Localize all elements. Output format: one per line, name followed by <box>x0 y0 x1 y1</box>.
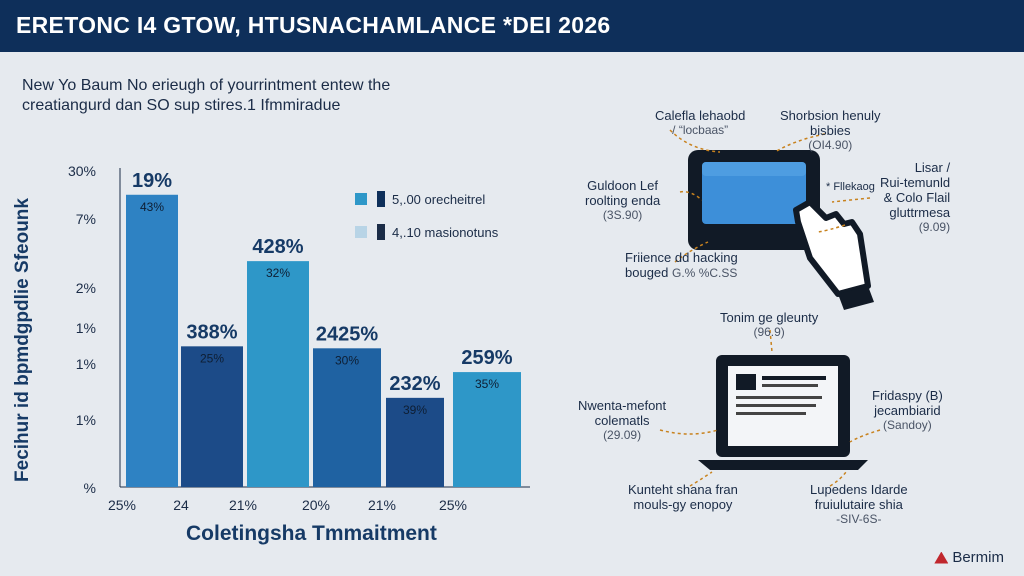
annotation-laptop-right: Fridaspy (B) jecambiarid (Sandoy) <box>872 388 943 433</box>
legend-label: 5,.00 orecheitrel <box>392 192 485 207</box>
annotation-tablet-bottom: Friience dd hacking bouged G.% %C.SS <box>625 250 738 281</box>
annotation-sub: (96.9) <box>753 325 785 339</box>
bar-inner-label: 32% <box>266 266 290 280</box>
annotation-sub: -SIV-6S- <box>836 512 882 526</box>
y-tick-label: 1% <box>76 412 96 428</box>
annotation-leaders <box>659 129 881 487</box>
y-tick-label: % <box>84 480 96 496</box>
legend: 5,.00 orecheitrel 4,.10 masionotuns <box>355 191 499 240</box>
bar-top-label: 428% <box>252 236 303 258</box>
x-axis-label: Coletingsha Tmmaitment <box>186 522 437 545</box>
annotation-tablet-left: Guldoon Lef roolting enda (3S.90) <box>585 178 660 223</box>
annotation-laptop-top: Tonim ge gleunty (96.9) <box>720 310 818 340</box>
bar-inner-label: 30% <box>335 353 359 367</box>
bar-group: 19% 43% 388% 25% 428% 32% 2425% 30% 232% 39% 259% 3… <box>126 170 521 487</box>
annotation-tablet-top-left: Calefla lehaobd / “locbaas” <box>655 108 745 138</box>
laptop-icon <box>698 355 868 470</box>
x-tick-label: 21% <box>368 497 396 513</box>
annotation-text-2: roolting enda <box>585 193 661 208</box>
annotation-text-2: fruiulutaire shia <box>814 497 903 512</box>
y-tick-label: 7% <box>76 211 96 227</box>
brand-name: Bermim <box>952 549 1004 566</box>
legend-marker <box>377 224 385 240</box>
annotation-sub: (OI4.90) <box>808 138 853 152</box>
x-tick-label: 25% <box>108 497 136 513</box>
annotation-text-2: mouls-gy enopoy <box>633 497 733 512</box>
annotation-text: Guldoon Lef <box>587 178 658 193</box>
annotation-text: Shorbsion henuly <box>780 108 881 123</box>
bar-top-label: 232% <box>389 373 440 395</box>
header-bar: ERETONC I4 GTOW, HTUSNACHAMLANCE *DEI 20… <box>0 0 1024 52</box>
annotation-laptop-left: Nwenta-mefont colematls (29.09) <box>578 398 666 443</box>
brand-logo-icon <box>934 551 949 564</box>
annotation-text-2: jecambiarid <box>874 403 941 418</box>
annotation-text-3: & Colo Flail <box>883 190 951 205</box>
annotation-sub: / “locbaas” <box>672 123 729 137</box>
annotation-sub: (Sandoy) <box>883 418 932 432</box>
bar <box>453 372 521 487</box>
annotation-text-4: gluttrmesa <box>889 205 951 220</box>
bar-inner-label: 35% <box>475 377 499 391</box>
x-tick-label: 20% <box>302 497 330 513</box>
chart-description: New Yo Baum No erieugh of yourrintment e… <box>22 76 542 116</box>
annotation-text-2: colematls <box>594 413 650 428</box>
bar-top-label: 259% <box>461 347 512 369</box>
annotation-text: Fridaspy (B) <box>872 388 943 403</box>
bar-top-label: 388% <box>186 321 237 343</box>
bar-top-label: 2425% <box>316 323 378 345</box>
annotation-sub: (9.09) <box>918 220 951 234</box>
x-tick-label: 24 <box>173 497 189 513</box>
y-tick-group: 30% 7% 2% 1% 1% 1%% <box>68 163 96 496</box>
annotation-sub: G.% %C.SS <box>672 266 738 280</box>
device-illustration <box>659 129 881 487</box>
legend-marker <box>377 191 385 207</box>
annotation-text: Lupedens Idarde <box>810 482 908 497</box>
annotation-text: Lisar / <box>914 160 951 175</box>
annotation-text: Friience dd hacking <box>625 250 738 265</box>
x-tick-label: 21% <box>229 497 257 513</box>
y-tick-label: 1% <box>76 320 96 336</box>
annotation-laptop-bottom-left: Kunteht shana fran mouls-gy enopoy <box>628 482 738 512</box>
bar <box>313 348 381 487</box>
bar-inner-label: 39% <box>403 403 427 417</box>
legend-swatch <box>355 226 367 238</box>
x-tick-group: 25% 24 21% 20% 21% 25% <box>108 497 467 513</box>
annotation-text-2: bisbies <box>810 123 851 138</box>
description-line-2: creatiangurd dan SO sup stires.1 Ifmmira… <box>22 97 341 114</box>
annotation-text-2: bouged <box>625 265 669 280</box>
description-line-1: New Yo Baum No erieugh of yourrintment e… <box>22 77 391 94</box>
annotation-tablet-right-tag: * Fllekaog <box>826 181 875 193</box>
annotation-text: Kunteht shana fran <box>628 482 738 497</box>
y-tick-label: 2% <box>76 280 96 296</box>
annotation-sub: (29.09) <box>603 428 642 442</box>
annotation-tablet-right: Lisar / Rui-temunld & Colo Flail gluttrm… <box>880 160 950 235</box>
hand-pointer-icon <box>793 199 874 310</box>
x-tick-label: 25% <box>439 497 467 513</box>
legend-swatch <box>355 193 367 205</box>
bar-chart: 30% 7% 2% 1% 1% 1%% 25% 24 21% 20% 21% 25% 19% 43% 3… <box>68 163 530 513</box>
bar-inner-label: 25% <box>200 351 224 365</box>
y-tick-label: 30% <box>68 163 96 179</box>
annotation-text: Calefla lehaobd <box>655 108 746 123</box>
annotation-sub: (3S.90) <box>602 208 643 222</box>
bar <box>181 346 243 487</box>
bar-top-label: 19% <box>132 170 172 192</box>
y-tick-label: 1% <box>76 356 96 372</box>
bar <box>126 194 178 487</box>
bar <box>247 261 309 487</box>
bar <box>386 397 444 487</box>
tablet-icon <box>688 150 820 250</box>
annotation-laptop-bottom-right: Lupedens Idarde fruiulutaire shia -SIV-6… <box>810 482 908 527</box>
legend-label: 4,.10 masionotuns <box>392 225 499 240</box>
bar-inner-label: 43% <box>140 200 164 214</box>
annotation-tablet-top-right: Shorbsion henuly bisbies (OI4.90) <box>780 108 880 153</box>
annotation-text: Nwenta-mefont <box>578 398 667 413</box>
page-title: ERETONC I4 GTOW, HTUSNACHAMLANCE *DEI 20… <box>16 12 611 38</box>
annotation-text-2: Rui-temunld <box>880 175 951 190</box>
brand-logo: Bermim <box>934 549 1004 566</box>
annotation-text: Tonim ge gleunty <box>720 310 819 325</box>
